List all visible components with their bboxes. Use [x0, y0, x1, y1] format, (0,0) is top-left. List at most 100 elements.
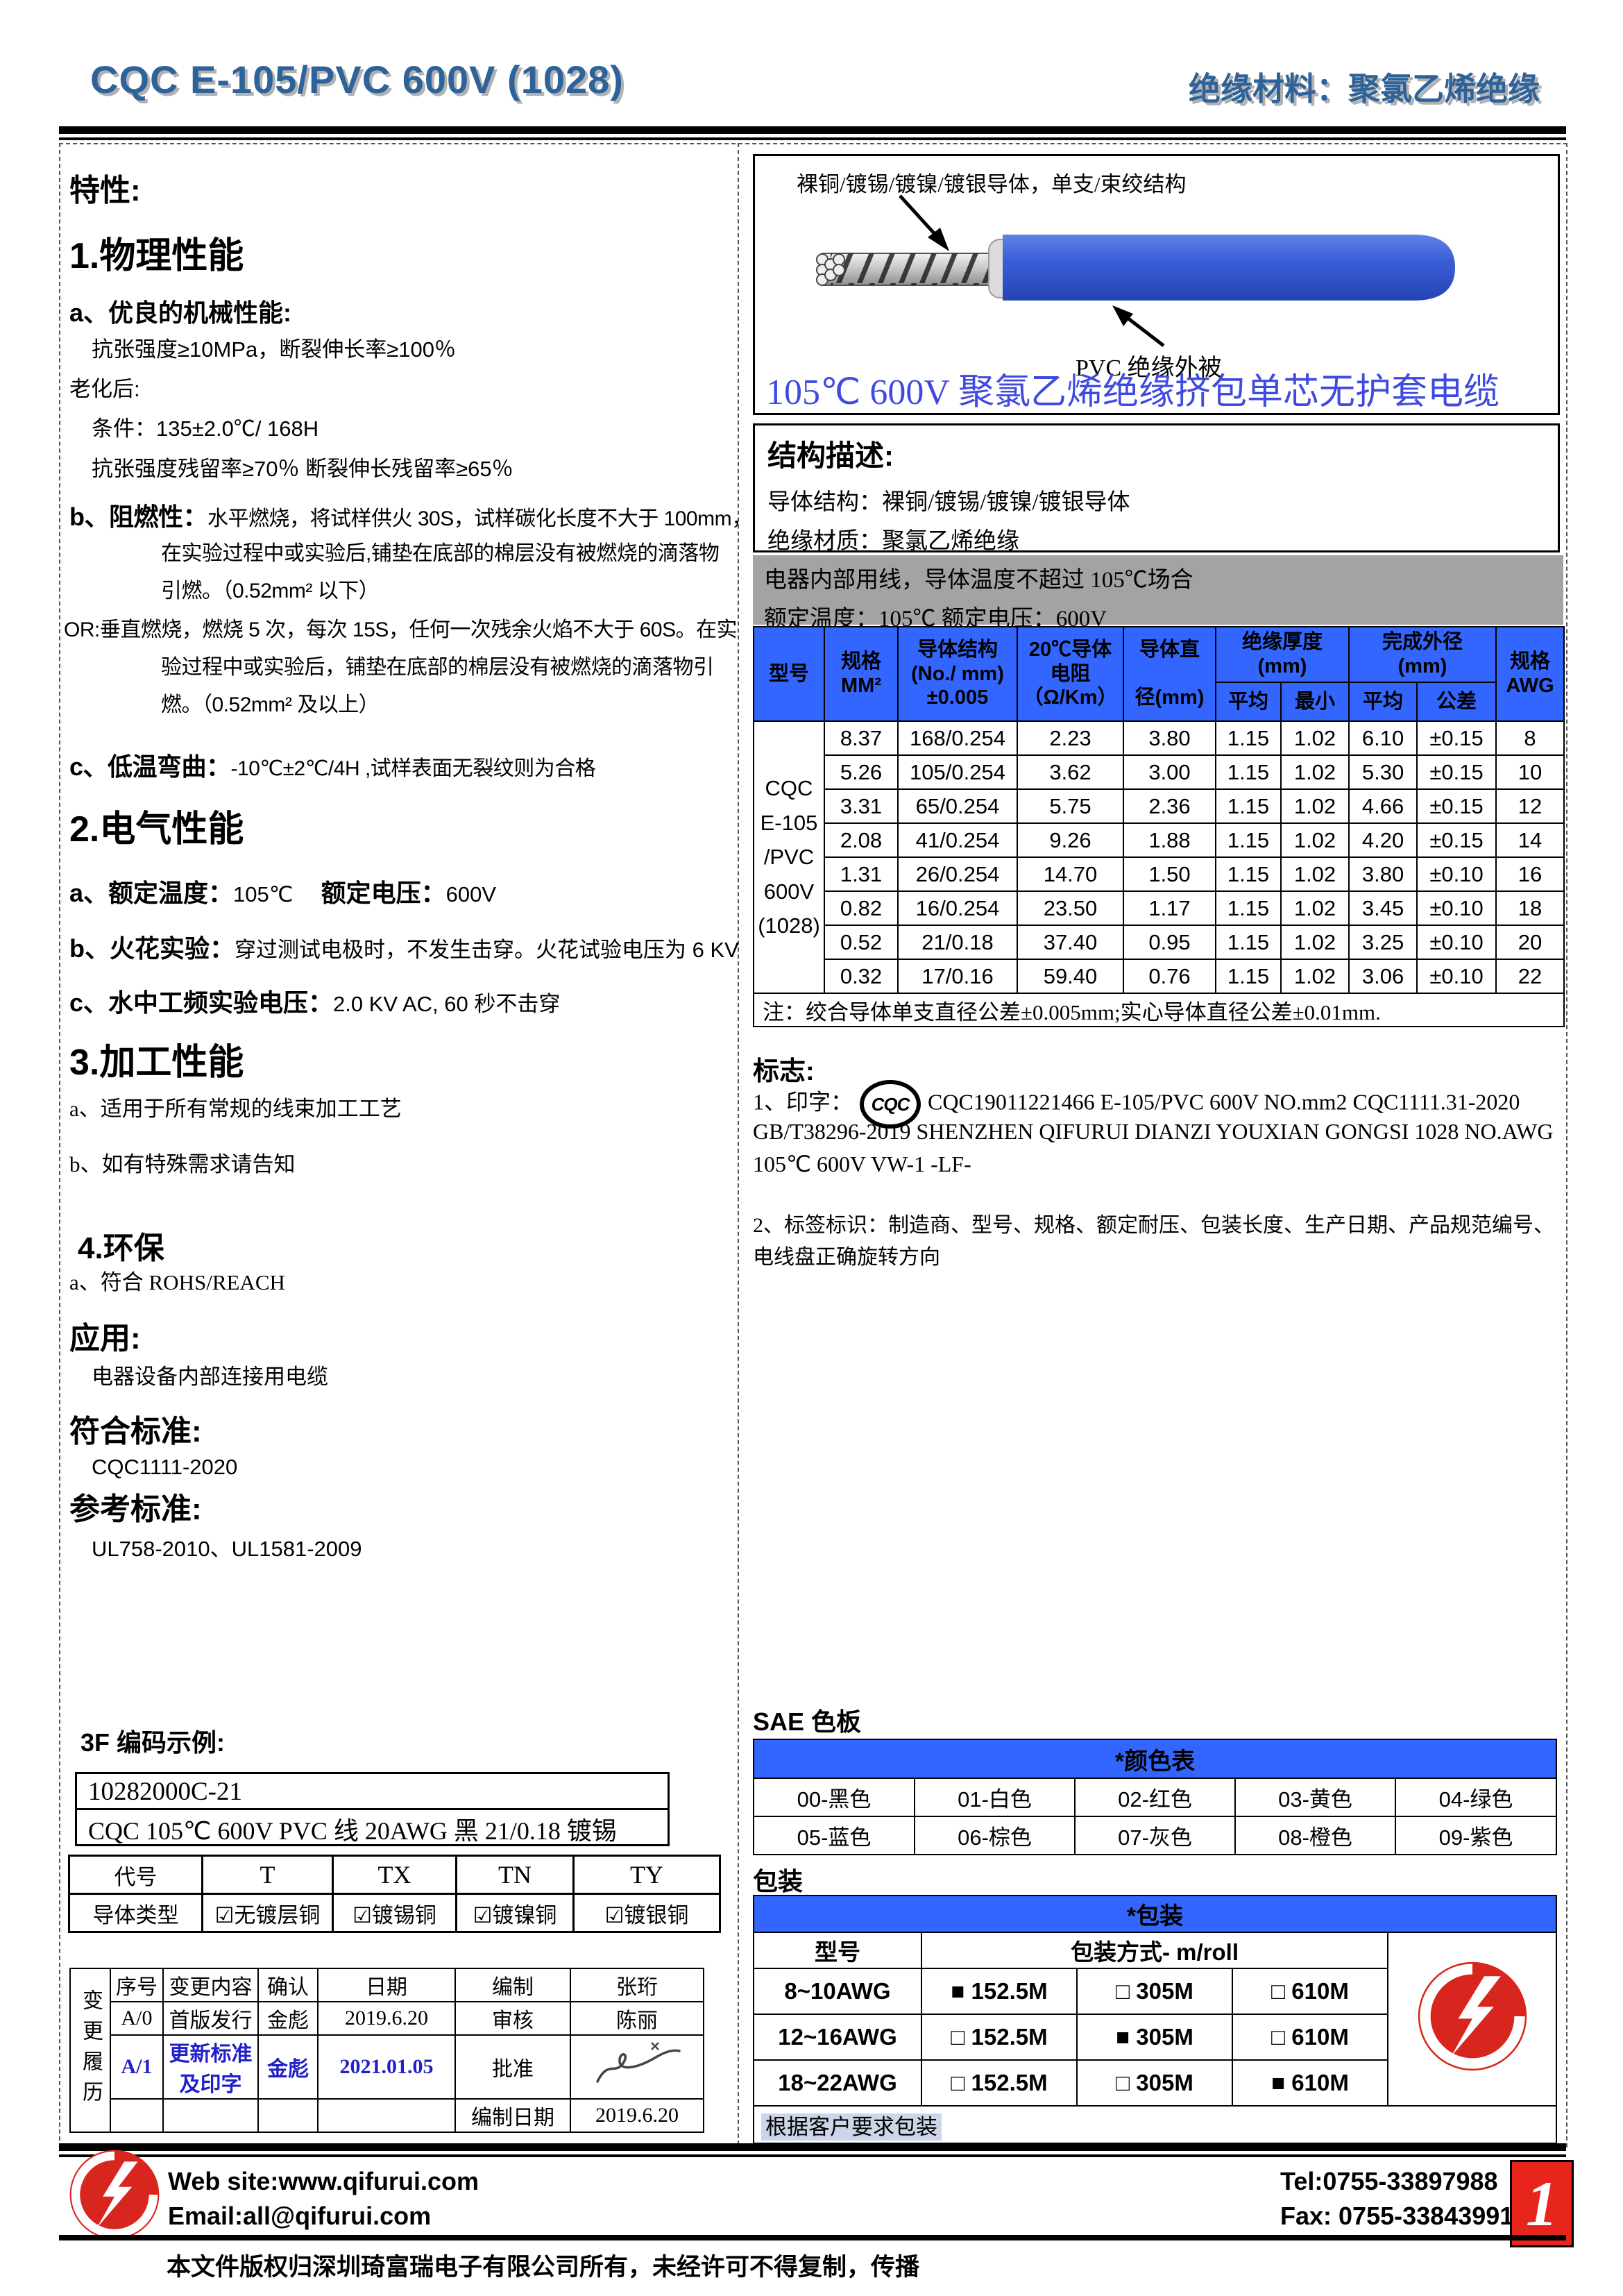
table-cell: 1.15: [1215, 720, 1282, 756]
rev-empty-1: [110, 2098, 164, 2133]
rev-a1-approve-label: 批准: [454, 2034, 571, 2100]
processing-b: b、如有特殊需求请告知: [69, 1152, 296, 1176]
revision-side-label: 变更履历: [69, 1968, 111, 2133]
table-cell: 16: [1495, 856, 1565, 892]
table-cell: 0.76: [1123, 959, 1216, 994]
table-cell: 0.82: [824, 890, 899, 926]
rated-temp-value: 105℃: [233, 882, 294, 906]
table-cell: 1.02: [1280, 925, 1350, 960]
rev-empty-4: [317, 2098, 456, 2133]
code-header-t: T: [201, 1855, 334, 1895]
spark-rest: 穿过测试电极时，不发生击穿。火花试验电压为 6 KV: [235, 938, 739, 962]
coldbend-rest: -10℃±2℃/4H ,试样表面无裂纹则为合格: [230, 757, 596, 780]
code-cell-bare: ☑无镀层铜: [201, 1893, 334, 1933]
rev-a0-no: A/0: [110, 2001, 164, 2036]
color-cell: 09-紫色: [1394, 1816, 1558, 1855]
table-cell: 3.62: [1017, 754, 1124, 790]
cqc-logo-badge: CQC: [860, 1080, 921, 1129]
rev-h-no: 序号: [110, 1968, 164, 2002]
item-c-coldbend: c、低温弯曲：-10℃±2℃/4H ,试样表面无裂纹则为合格: [69, 747, 596, 783]
coding-number: 10282000C-21: [88, 1778, 242, 1806]
header-rule-thick: [59, 126, 1566, 134]
revision-history-table: 变更履历 序号 变更内容 确认 日期 编制 张珩 A/0 首版发行 金彪 201…: [69, 1968, 704, 2133]
packing-logo-cell: [1387, 1932, 1557, 2107]
line-water-voltage: c、水中工频实验电压：2.0 KV AC, 60 秒不击穿: [69, 983, 560, 1019]
table-cell: 5.26: [824, 754, 899, 790]
section-heading-electrical: 2.电气性能: [69, 809, 244, 850]
table-cell: 21/0.18: [897, 925, 1018, 960]
table-cell: 1.02: [1280, 720, 1350, 756]
color-cell: 02-红色: [1074, 1778, 1236, 1817]
table-cell: 105/0.254: [897, 754, 1018, 790]
footer-rule-top-thick: [59, 2143, 1566, 2151]
approval-signature-cell: [570, 2034, 704, 2100]
item-b-label: b、阻燃性：: [69, 503, 208, 531]
code-header-tx: TX: [332, 1855, 457, 1895]
packing-col-model: 型号: [753, 1932, 922, 1969]
packing-row2-opt2: ■ 305M: [1076, 2014, 1233, 2061]
table-cell: 1.02: [1280, 856, 1350, 892]
structure-box: 结构描述: 导体结构：裸铜/镀锡/镀镍/镀银导体 绝缘材质：聚氯乙烯绝缘: [753, 423, 1560, 554]
table-cell: ±0.15: [1416, 788, 1497, 824]
table-cell: 3.00: [1123, 754, 1216, 790]
cable-caption: 105℃ 600V 聚氯乙烯绝缘挤包单芯无护套电缆: [766, 373, 1500, 412]
structure-title: 结构描述:: [767, 439, 894, 472]
packing-col-method: 包装方式- m/roll: [921, 1932, 1388, 1969]
packing-title: 包装: [753, 1867, 804, 1896]
table-cell: 4.66: [1348, 788, 1418, 824]
table-cell: 1.15: [1215, 959, 1282, 994]
marking-title: 标志:: [753, 1057, 815, 1086]
footer-website: Web site:www.qifurui.com: [168, 2167, 479, 2195]
line-tensile: 抗张强度≥10MPa，断裂伸长率≥100％: [92, 337, 456, 362]
table-cell: 3.80: [1123, 720, 1216, 756]
spec-h-insulation: 绝缘厚度 (mm): [1214, 626, 1350, 683]
table-cell: 1.17: [1123, 890, 1216, 926]
packing-row2-opt1: □ 152.5M: [921, 2014, 1078, 2061]
table-cell: 17/0.16: [897, 959, 1018, 994]
packing-row3-opt3: ■ 610M: [1232, 2059, 1388, 2107]
reference-line: UL758-2010、UL1581-2009: [92, 1537, 362, 1561]
spec-model-cell: CQC E-105 /PVC 600V (1028): [753, 720, 825, 994]
color-cell: 08-橙色: [1234, 1816, 1396, 1855]
brand-logo: [1418, 1961, 1527, 2071]
code-cell-nickel: ☑镀镍铜: [455, 1893, 575, 1933]
sae-title: SAE 色板: [753, 1707, 862, 1736]
footer-rule-top-thin: [59, 2154, 1566, 2157]
table-cell: 5.75: [1017, 788, 1124, 824]
processing-a: a、适用于所有常规的线束加工工艺: [69, 1097, 402, 1121]
color-table-header: *颜色表: [752, 1739, 1558, 1779]
rev-h-confirm: 确认: [257, 1968, 318, 2002]
coding-example-title: 3F 编码示例:: [80, 1728, 226, 1757]
color-cell: 07-灰色: [1074, 1816, 1236, 1855]
page-number: 1: [1526, 2168, 1558, 2239]
table-cell: ±0.10: [1416, 856, 1497, 892]
cable-figure-box: [753, 154, 1560, 415]
flame-line3: 引燃。（0.52mm² 以下）: [161, 580, 380, 602]
packing-row3-opt2: □ 305M: [1076, 2059, 1233, 2107]
table-cell: 2.36: [1123, 788, 1216, 824]
table-cell: 3.31: [824, 788, 899, 824]
spark-label: b、火花实验：: [69, 934, 235, 963]
rev-a0-date: 2019.6.20: [317, 2001, 456, 2036]
table-cell: 6.10: [1348, 720, 1418, 756]
code-header-tn: TN: [455, 1855, 575, 1895]
footer-tel: Tel:0755-33897988: [1280, 2167, 1498, 2195]
spec-h-ins-min: 最小: [1280, 682, 1350, 722]
marking-line4: 2、标签标识：制造商、型号、规格、额定耐压、包装长度、生产日期、产品规范编号、: [753, 1214, 1554, 1237]
spec-h-model: 型号: [753, 626, 825, 722]
item-c-label: c、低温弯曲：: [69, 752, 231, 781]
marking-line1: 1、印字： CQC CQC19011221466 E-105/PVC 600V NO…: [753, 1080, 1520, 1129]
table-cell: ±0.15: [1416, 720, 1497, 756]
packing-row3-model: 18~22AWG: [753, 2059, 922, 2107]
table-cell: ±0.15: [1416, 822, 1497, 858]
table-cell: 9.26: [1017, 822, 1124, 858]
marking-line5: 电线盘正确旋转方向: [753, 1246, 940, 1269]
table-cell: 1.15: [1215, 890, 1282, 926]
table-cell: 18: [1495, 890, 1565, 926]
table-cell: 2.23: [1017, 720, 1124, 756]
table-cell: 1.88: [1123, 822, 1216, 858]
table-cell: 65/0.254: [897, 788, 1018, 824]
table-cell: 1.15: [1215, 856, 1282, 892]
code-header-ty: TY: [572, 1855, 721, 1895]
